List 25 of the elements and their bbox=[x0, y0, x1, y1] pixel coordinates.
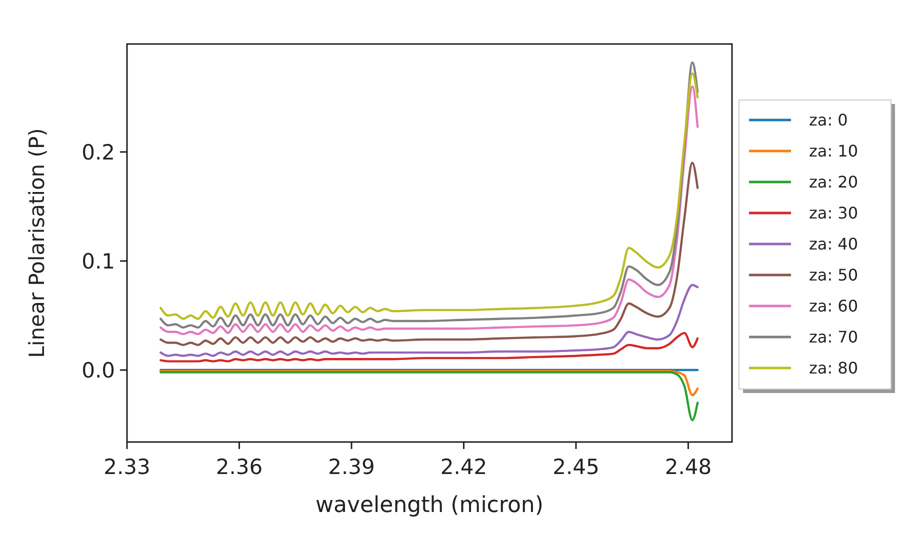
legend-label: za: 60 bbox=[809, 296, 858, 316]
y-tick-label: 0.1 bbox=[82, 249, 115, 274]
line-series bbox=[160, 371, 699, 422]
line-series bbox=[160, 284, 699, 357]
y-tick-label: 0.2 bbox=[82, 140, 115, 164]
y-axis-title: Linear Polarisation (P) bbox=[25, 128, 49, 358]
line-series bbox=[160, 370, 699, 396]
x-tick-label: 2.36 bbox=[216, 455, 263, 479]
legend-label: za: 80 bbox=[809, 358, 858, 378]
x-axis-title: wavelength (micron) bbox=[316, 493, 544, 518]
legend-label: za: 40 bbox=[809, 234, 858, 254]
legend-label: za: 70 bbox=[809, 328, 858, 347]
x-tick-label: 2.39 bbox=[328, 455, 375, 479]
y-tick-label: 0.0 bbox=[82, 358, 115, 382]
legend-label: za: 20 bbox=[809, 172, 858, 192]
line-series bbox=[160, 332, 699, 362]
x-tick-label: 2.48 bbox=[664, 455, 712, 479]
legend-label: za: 50 bbox=[809, 266, 858, 285]
line-series bbox=[160, 162, 699, 346]
legend-label: za: 30 bbox=[809, 204, 858, 223]
legend-label: za: 0 bbox=[809, 110, 848, 130]
x-tick-label: 2.45 bbox=[552, 455, 600, 479]
legend-label: za: 10 bbox=[809, 142, 858, 161]
x-tick-label: 2.33 bbox=[104, 455, 150, 479]
x-tick-label: 2.42 bbox=[440, 455, 488, 479]
